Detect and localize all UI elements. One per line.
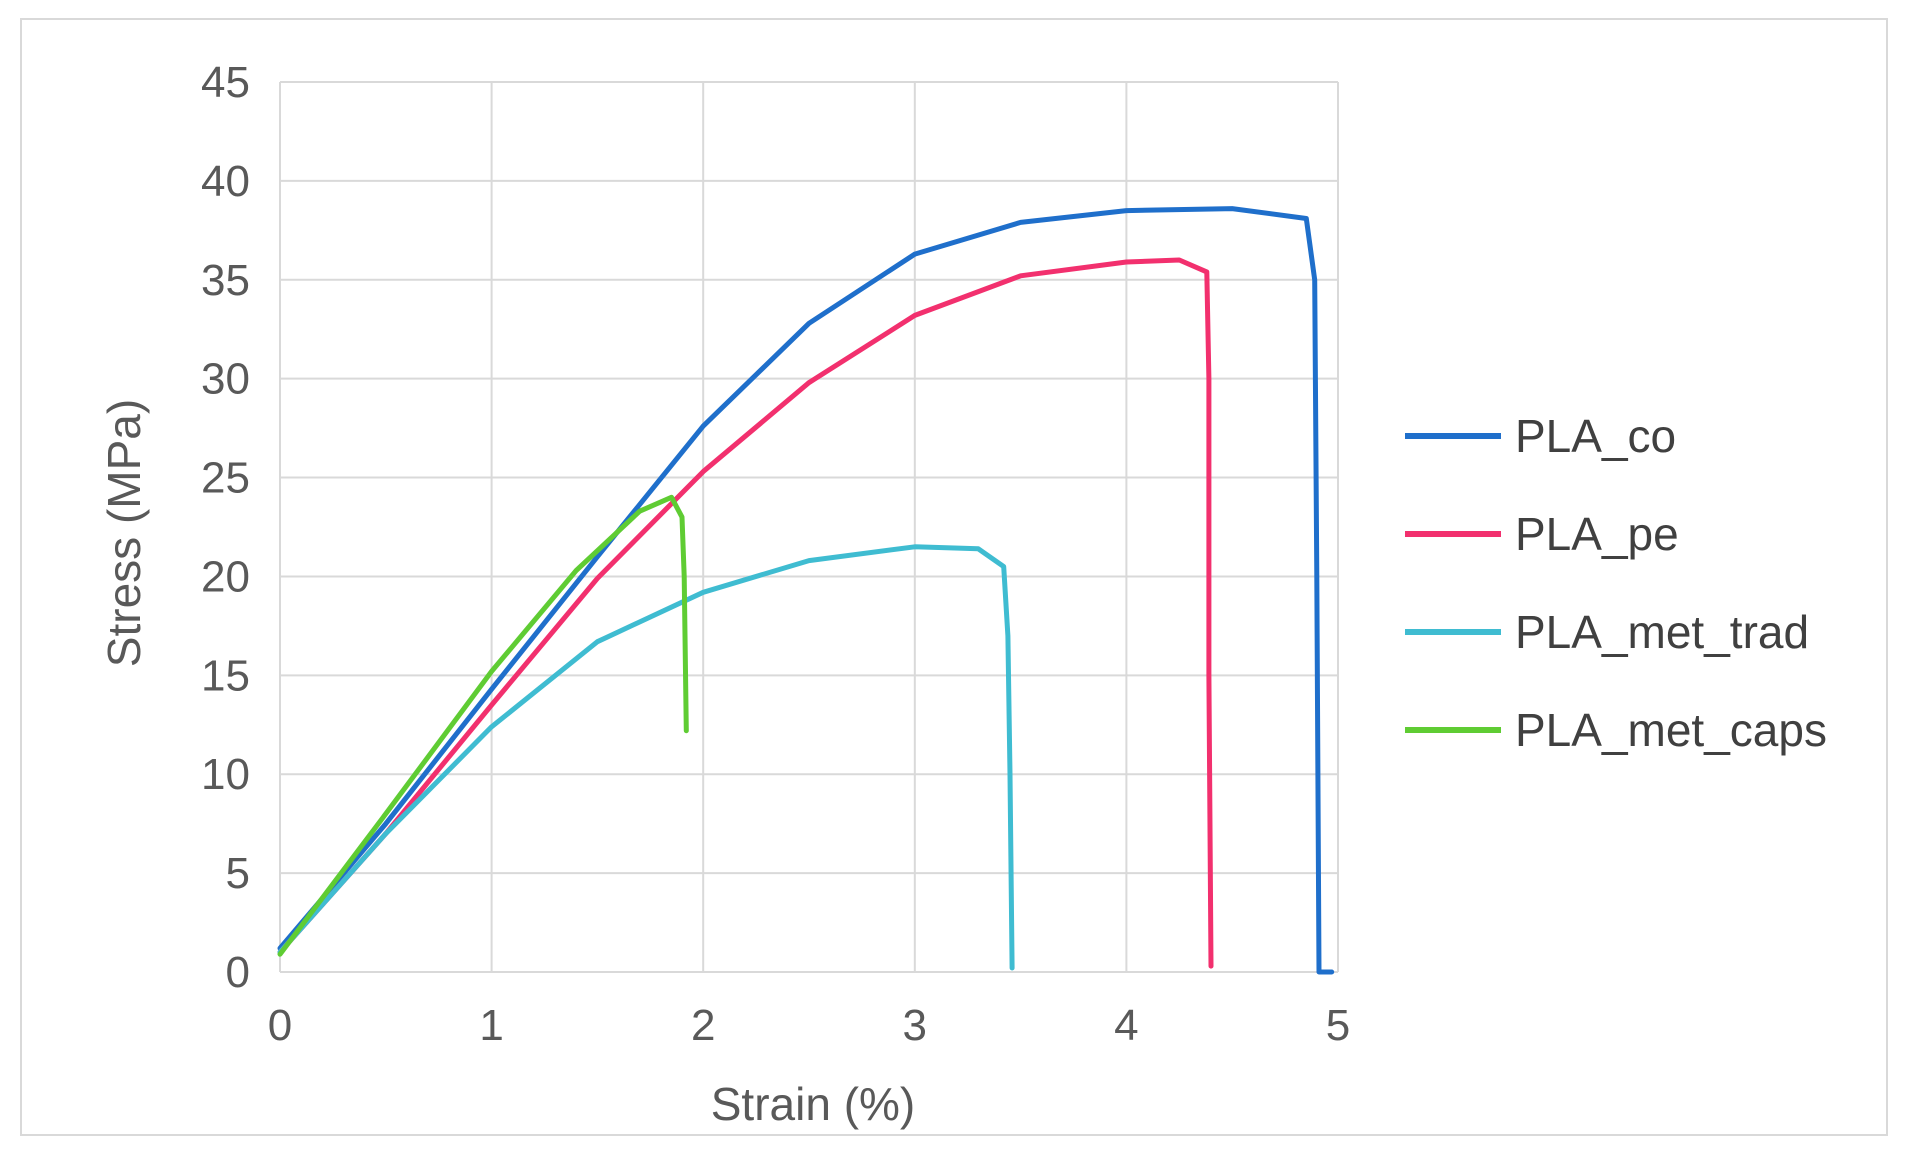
series-line-pla-pe [277,257,1214,969]
y-tick-label: 5 [226,849,250,898]
y-tick-label: 0 [226,948,250,997]
y-tick-label: 40 [201,157,250,206]
y-tick-label: 15 [201,651,250,700]
x-tick-label: 4 [1114,1001,1138,1050]
y-tick-label: 45 [201,58,250,107]
legend-label: PLA_pe [1515,508,1679,560]
x-tick-label: 3 [903,1001,927,1050]
x-axis-title: Strain (%) [711,1078,915,1130]
legend-item: PLA_pe [1405,508,1679,560]
y-tick-label: 25 [201,454,250,503]
legend-item: PLA_met_caps [1405,704,1827,756]
legend-item: PLA_met_trad [1405,606,1809,658]
y-tick-labels: 0 5 10 15 20 25 30 35 40 45 [201,58,250,997]
y-tick-label: 30 [201,355,250,404]
legend-label: PLA_met_caps [1515,704,1827,756]
x-tick-label: 5 [1326,1001,1350,1050]
y-axis-title: Stress (MPa) [98,399,150,667]
x-tick-label: 1 [479,1001,503,1050]
legend-label: PLA_met_trad [1515,606,1809,658]
series-line-pla-met-trad [277,544,1015,971]
series-lines [277,206,1335,975]
series-line-pla-co [277,206,1335,975]
gridlines [279,81,1339,973]
legend: PLA_co PLA_pe PLA_met_trad PLA_met_caps [1405,410,1827,756]
x-tick-label: 0 [268,1001,292,1050]
legend-item: PLA_co [1405,410,1676,462]
x-tick-label: 2 [691,1001,715,1050]
y-tick-label: 10 [201,750,250,799]
y-tick-label: 35 [201,256,250,305]
series-line-pla-met-caps [277,494,689,957]
y-tick-label: 20 [201,552,250,601]
legend-label: PLA_co [1515,410,1676,462]
x-tick-labels: 0 1 2 3 4 5 [268,1001,1350,1050]
